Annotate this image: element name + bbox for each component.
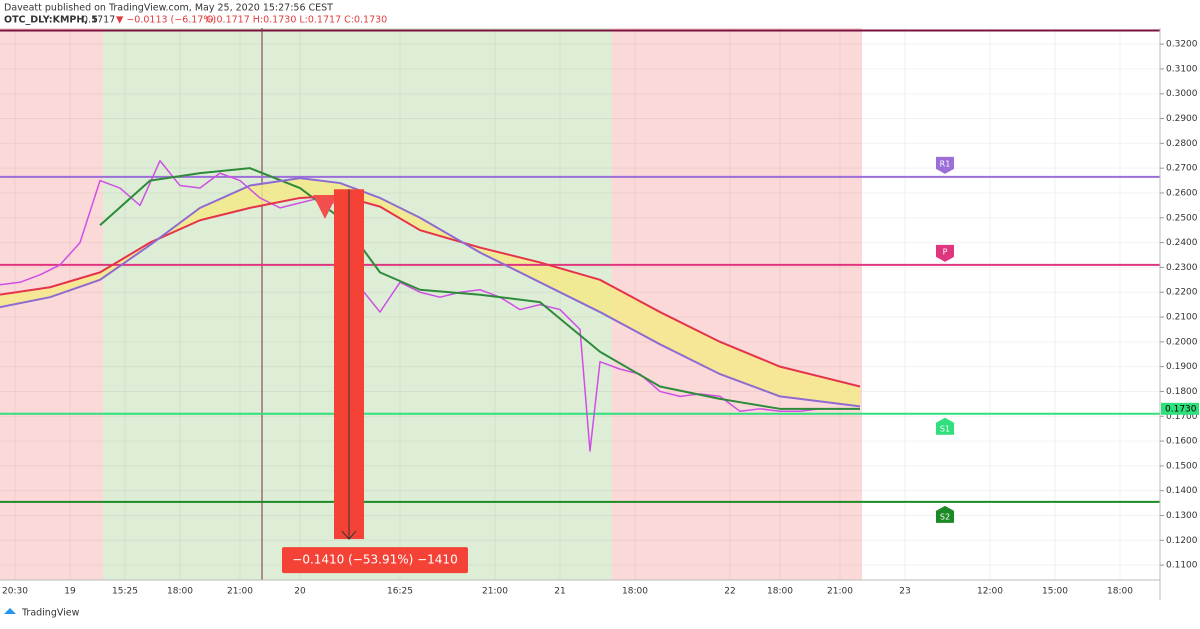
x-tick-label: 18:00 — [767, 587, 793, 597]
moving-average — [0, 194, 861, 388]
y-tick-label: 0.1300 — [1166, 511, 1198, 521]
y-tick-label: 0.1600 — [1166, 437, 1198, 447]
level-label: P — [943, 247, 948, 256]
y-tick-label: 0.1500 — [1166, 461, 1198, 471]
y-tick-label: 0.1900 — [1166, 362, 1198, 372]
footer: TradingView — [21, 608, 80, 619]
symbol: OTC_DLY:KMPH, 5 — [4, 15, 98, 26]
y-tick-label: 0.2600 — [1166, 188, 1198, 198]
plot: −0.1410 (−53.91%) −1410 R1 P S1 S2 — [0, 28, 1160, 580]
y-tick-label: 0.3100 — [1166, 64, 1198, 74]
publisher: Daveatt published on TradingView.com, Ma… — [4, 3, 333, 14]
x-tick-label: 22 — [724, 587, 735, 597]
level-badge — [936, 417, 954, 435]
x-tick-label: 15:00 — [1042, 587, 1068, 597]
last-price-box — [1161, 402, 1199, 415]
x-tick-label: 12:00 — [977, 587, 1003, 597]
x-tick-label: 23 — [899, 587, 910, 597]
x-tick-label: 21:00 — [227, 587, 253, 597]
price-line — [0, 159, 860, 452]
logo — [4, 608, 16, 614]
y-tick-label: 0.2400 — [1166, 238, 1198, 248]
level-badge — [936, 505, 954, 523]
x-tick-label: 15:25 — [112, 587, 138, 597]
last-price-label: 0.1730 — [1165, 404, 1197, 414]
level-label: S1 — [940, 424, 950, 433]
x-tick-label: 18:00 — [622, 587, 648, 597]
y-tick-label: 0.2900 — [1166, 114, 1198, 124]
x-tick-label: 21:00 — [827, 587, 853, 597]
x-tick-label: 18:00 — [1107, 587, 1133, 597]
x-tick-label: 19 — [64, 587, 76, 597]
y-tick-label: 0.2000 — [1166, 337, 1198, 347]
y-tick-label: 0.3000 — [1166, 89, 1198, 99]
x-tick-label: 20:30 — [2, 587, 28, 597]
level-badge — [936, 244, 954, 262]
y-tick-label: 0.1200 — [1166, 536, 1198, 546]
last: 0.1717 — [82, 15, 115, 26]
session-band — [612, 28, 862, 580]
y-tick-label: 0.2500 — [1166, 213, 1198, 223]
x-tick-label: 21:00 — [482, 587, 508, 597]
moving-average — [0, 177, 861, 408]
drawdown-label: −0.1410 (−53.91%) −1410 — [292, 553, 457, 567]
sell-signal — [313, 195, 337, 220]
y-tick-label: 0.2700 — [1166, 164, 1198, 174]
x-tick-label: 16:25 — [387, 587, 413, 597]
y-tick-label: 0.2300 — [1166, 263, 1198, 273]
y-tick-label: 0.1700 — [1166, 412, 1198, 422]
level-label: S2 — [940, 512, 950, 521]
level-badge — [936, 156, 954, 174]
x-tick-label: 18:00 — [167, 587, 193, 597]
drawdown-label-box — [282, 547, 468, 574]
y-tick-label: 0.2100 — [1166, 313, 1198, 323]
y-tick-label: 0.1800 — [1166, 387, 1198, 397]
y-tick-label: 0.1100 — [1166, 561, 1198, 571]
x-tick-label: 21 — [554, 587, 565, 597]
x-tick-label: 20 — [294, 587, 306, 597]
y-tick-label: 0.2200 — [1166, 288, 1198, 298]
y-tick-label: 0.2800 — [1166, 139, 1198, 149]
y-tick-label: 0.3200 — [1166, 40, 1198, 50]
change: ▼ −0.0113 (−6.17%) — [116, 15, 216, 26]
ohlc: O:0.1717 H:0.1730 L:0.1717 C:0.1730 — [206, 15, 387, 26]
y-tick-label: 0.1400 — [1166, 486, 1198, 496]
level-label: R1 — [940, 159, 951, 168]
drawdown-arrowhead — [341, 530, 357, 540]
moving-average — [99, 167, 860, 410]
